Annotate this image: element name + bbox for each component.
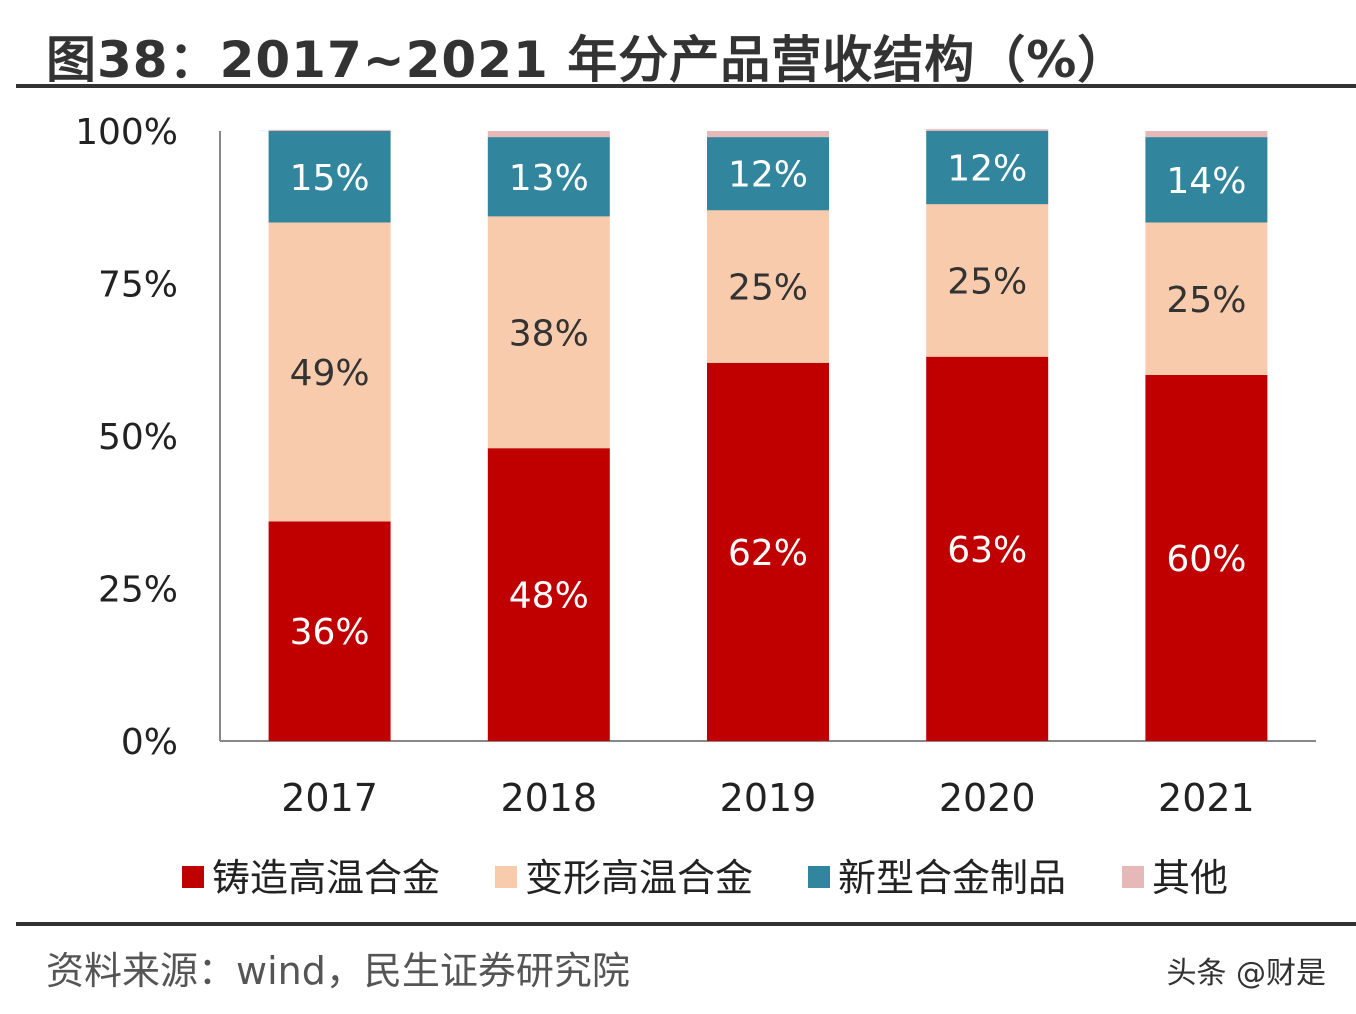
top-rule bbox=[16, 84, 1356, 88]
bar-segment bbox=[487, 131, 610, 138]
y-tick-label: 75% bbox=[98, 265, 178, 306]
bar-segment bbox=[268, 131, 391, 223]
legend-label: 新型合金制品 bbox=[838, 856, 1066, 900]
x-tick-label: 2021 bbox=[1158, 776, 1255, 820]
watermark: 头条 @财是 bbox=[1166, 956, 1326, 991]
source-note: 资料来源：wind，民生证券研究院 bbox=[46, 949, 630, 993]
bar-segment bbox=[1145, 375, 1268, 741]
legend-label: 其他 bbox=[1152, 856, 1228, 900]
data-label: 15% bbox=[290, 158, 370, 199]
bar-segment bbox=[707, 362, 829, 741]
x-tick-label: 2020 bbox=[939, 776, 1036, 820]
y-tick-label: 0% bbox=[121, 722, 178, 763]
bar-segment bbox=[1145, 131, 1268, 138]
bar-segment bbox=[268, 129, 391, 131]
legend-swatch bbox=[495, 866, 517, 888]
bar-segment bbox=[487, 216, 610, 449]
legend-swatch bbox=[808, 866, 830, 888]
data-label: 49% bbox=[290, 353, 370, 394]
data-label: 62% bbox=[728, 533, 808, 574]
bar-segment bbox=[707, 137, 829, 211]
data-label: 63% bbox=[947, 530, 1027, 571]
data-label: 12% bbox=[728, 155, 808, 196]
bar-segment bbox=[926, 356, 1049, 741]
bar-segment bbox=[268, 222, 391, 522]
y-tick-label: 25% bbox=[98, 570, 178, 611]
bottom-rule bbox=[16, 922, 1356, 926]
data-label: 12% bbox=[947, 149, 1027, 190]
legend-swatch bbox=[1122, 866, 1144, 888]
bar-segment bbox=[487, 137, 610, 217]
chart-title: 图38：2017~2021 年分产品营收结构（%） bbox=[46, 31, 1129, 89]
bar-segment bbox=[926, 204, 1049, 357]
x-tick-label: 2019 bbox=[720, 776, 817, 820]
legend-label: 铸造高温合金 bbox=[212, 856, 440, 900]
legend-swatch bbox=[182, 866, 204, 888]
bar-segment bbox=[487, 448, 610, 741]
bar-segment bbox=[707, 131, 829, 138]
data-label: 38% bbox=[509, 313, 589, 354]
y-tick-label: 100% bbox=[75, 112, 178, 153]
bar-segment bbox=[1145, 137, 1268, 223]
data-label: 25% bbox=[1166, 280, 1246, 321]
y-tick-label: 50% bbox=[98, 417, 178, 458]
data-label: 48% bbox=[509, 576, 589, 617]
x-tick-label: 2017 bbox=[281, 776, 378, 820]
bar-segment bbox=[268, 521, 391, 741]
bar-segment bbox=[1145, 222, 1268, 375]
bar-segment bbox=[707, 210, 829, 363]
bar-segment bbox=[926, 131, 1049, 205]
data-label: 60% bbox=[1166, 539, 1246, 580]
data-label: 36% bbox=[290, 612, 370, 653]
data-label: 14% bbox=[1166, 161, 1246, 202]
data-label: 25% bbox=[947, 261, 1027, 302]
bar-segment bbox=[926, 129, 1049, 131]
legend-label: 变形高温合金 bbox=[525, 856, 753, 900]
x-tick-label: 2018 bbox=[500, 776, 597, 820]
data-label: 13% bbox=[509, 158, 589, 199]
data-label: 25% bbox=[728, 268, 808, 309]
